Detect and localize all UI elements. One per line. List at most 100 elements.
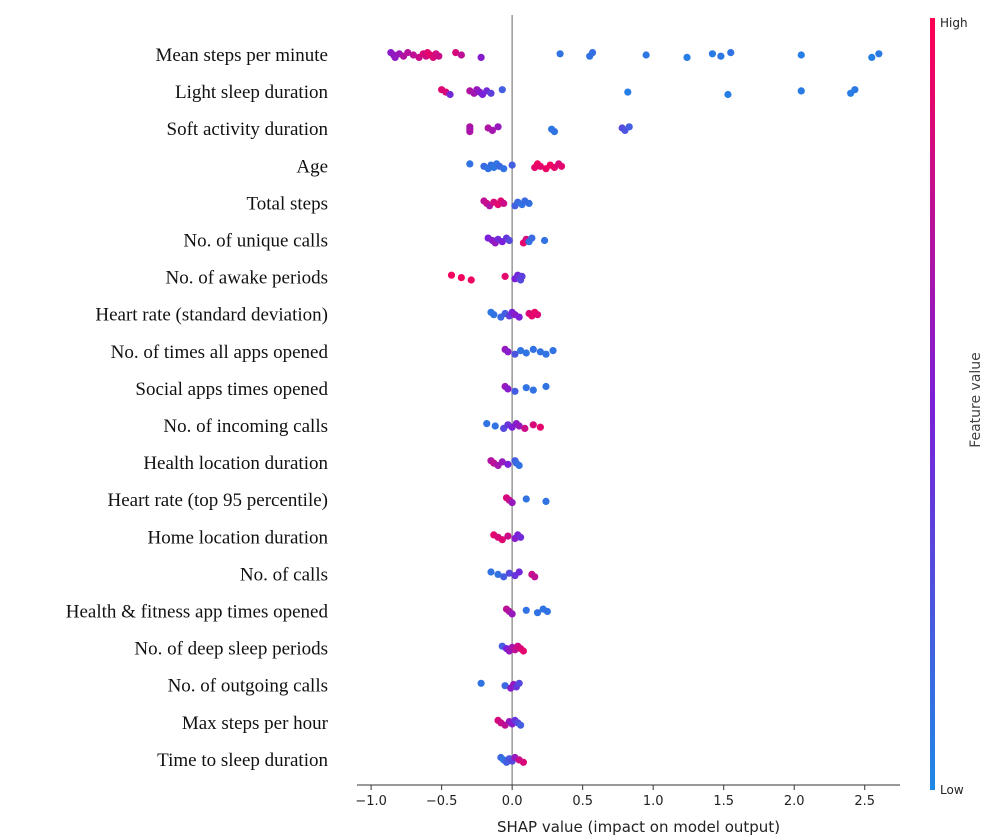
shap-point xyxy=(447,271,456,279)
shap-point xyxy=(515,568,523,576)
shap-point xyxy=(727,49,735,57)
shap-point xyxy=(543,607,552,616)
shap-point xyxy=(868,53,876,62)
shap-point xyxy=(487,568,495,576)
shap-point xyxy=(556,50,564,58)
shap-point xyxy=(511,350,519,358)
shap-point xyxy=(504,460,512,468)
shap-point xyxy=(522,349,530,357)
shap-point xyxy=(642,51,650,59)
shap-point xyxy=(505,569,513,577)
shap-point xyxy=(500,165,508,173)
feature-label: Home location duration xyxy=(148,527,329,548)
shap-point xyxy=(522,606,530,614)
feature-label: No. of outgoing calls xyxy=(168,676,328,697)
feature-label: Social apps times opened xyxy=(135,379,328,400)
shap-point xyxy=(457,274,465,282)
shap-point xyxy=(522,384,530,392)
feature-labels: Mean steps per minute Light sleep duratio… xyxy=(66,45,329,771)
shap-point xyxy=(724,90,732,99)
shap-point xyxy=(511,387,519,395)
feature-label: No. of calls xyxy=(240,564,328,585)
shap-point xyxy=(515,313,523,321)
shap-point xyxy=(498,86,506,94)
shap-point xyxy=(504,348,512,356)
shap-point xyxy=(536,423,544,431)
feature-label: Time to sleep duration xyxy=(157,750,328,771)
shap-point xyxy=(519,647,528,655)
shap-point xyxy=(515,461,523,470)
shap-point xyxy=(508,610,516,618)
shap-point xyxy=(683,53,691,62)
shap-point xyxy=(624,88,632,96)
feature-label: Heart rate (standard deviation) xyxy=(95,305,328,326)
feature-label: No. of times all apps opened xyxy=(111,342,329,363)
x-axis-ticks: −1.0 −0.5 0.0 0.5 1.0 1.5 2.0 2.5 xyxy=(355,785,875,809)
x-tick-label: 1.0 xyxy=(643,794,664,809)
shap-point xyxy=(483,420,491,428)
feature-label: Mean steps per minute xyxy=(155,45,328,66)
shap-point xyxy=(588,49,597,57)
shap-point xyxy=(515,422,523,430)
shap-point xyxy=(491,422,499,430)
shap-point xyxy=(494,570,502,579)
shap-point xyxy=(494,123,502,131)
shap-point xyxy=(504,385,512,393)
shap-point xyxy=(717,52,725,60)
shap-point xyxy=(504,532,512,540)
colorbar: High Low Feature value xyxy=(930,16,984,797)
shap-point xyxy=(488,126,496,134)
x-axis: −1.0 −0.5 0.0 0.5 1.0 1.5 2.0 2.5 SHAP value (i… xyxy=(355,784,900,836)
shap-point xyxy=(501,272,509,280)
shap-point xyxy=(404,49,412,57)
shap-point xyxy=(517,347,525,355)
shap-point xyxy=(508,161,516,169)
shap-point xyxy=(500,199,508,207)
colorbar-title: Feature value xyxy=(968,352,984,448)
shap-point xyxy=(446,90,454,99)
shap-point xyxy=(498,458,506,466)
shap-point xyxy=(452,49,460,57)
shap-point xyxy=(477,53,485,62)
shap-point xyxy=(501,682,509,690)
x-tick-label: 0.5 xyxy=(572,794,593,809)
x-tick-label: 0.0 xyxy=(502,794,523,809)
shap-point xyxy=(505,236,513,245)
shap-point xyxy=(500,573,508,581)
shap-point xyxy=(466,128,474,136)
feature-label: Soft activity duration xyxy=(167,119,329,140)
shap-point xyxy=(508,499,516,507)
x-tick-label: 1.5 xyxy=(713,794,734,809)
shap-point xyxy=(525,199,533,207)
colorbar-low-label: Low xyxy=(940,783,964,797)
shap-point xyxy=(522,495,530,503)
feature-label: No. of incoming calls xyxy=(163,416,328,437)
shap-point xyxy=(542,497,550,505)
feature-label: No. of deep sleep periods xyxy=(134,639,328,660)
shap-point xyxy=(435,52,443,60)
colorbar-high-label: High xyxy=(940,16,968,30)
colorbar-gradient xyxy=(930,18,935,790)
shap-point xyxy=(477,679,485,687)
shap-point xyxy=(531,573,539,581)
shap-point xyxy=(542,350,550,358)
shap-point xyxy=(487,89,495,97)
feature-label: Max steps per hour xyxy=(182,713,329,734)
shap-point xyxy=(528,234,536,242)
shap-point xyxy=(851,86,859,94)
shap-point xyxy=(536,162,544,170)
shap-point xyxy=(533,311,542,319)
shap-point xyxy=(529,421,537,429)
shap-point xyxy=(517,533,525,541)
feature-label: No. of awake periods xyxy=(165,268,328,289)
shap-point xyxy=(519,758,528,766)
feature-label: Total steps xyxy=(246,193,328,214)
shap-point xyxy=(529,386,537,394)
shap-point xyxy=(542,382,550,391)
shap-point xyxy=(797,51,805,59)
feature-label: No. of unique calls xyxy=(183,231,328,252)
shap-point xyxy=(457,51,465,59)
shap-point xyxy=(875,50,883,58)
x-tick-label: 2.5 xyxy=(854,794,875,809)
